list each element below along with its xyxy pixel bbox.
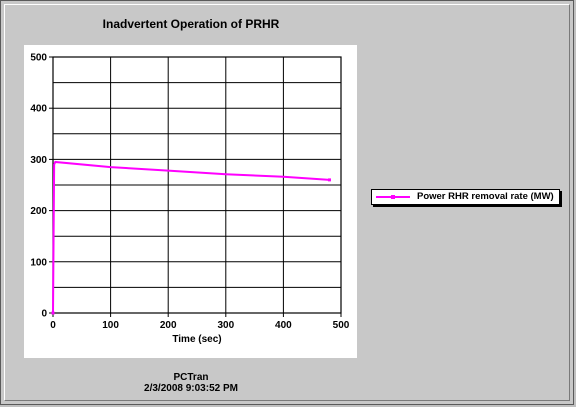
- x-tick-label: 300: [217, 320, 234, 331]
- chart-title: Inadvertent Operation of PRHR: [102, 17, 280, 31]
- legend-marker: [391, 195, 395, 199]
- x-tick-label: 0: [50, 320, 56, 331]
- data-point: [327, 178, 331, 182]
- y-tick-label: 400: [30, 104, 47, 115]
- plot-panel: 0 100 200 300 400 500 0 100 200 300 400 500 Time (se…: [24, 45, 357, 358]
- y-tick-label: 300: [30, 155, 47, 166]
- x-tick-label: 500: [333, 320, 350, 331]
- line-chart: 0 100 200 300 400 500 0 100 200 300 400 500 Time (se…: [30, 53, 350, 346]
- legend-label: Power RHR removal rate (MW): [417, 191, 554, 202]
- footer: PCTran 2/3/2008 9:03:52 PM: [101, 372, 281, 394]
- chart-frame: [4, 4, 570, 401]
- y-tick-label: 500: [30, 53, 47, 64]
- x-tick-label: 200: [160, 320, 177, 331]
- x-axis-label: Time (sec): [172, 334, 221, 345]
- x-tick-label: 100: [102, 320, 119, 331]
- x-tick-label: 400: [275, 320, 292, 331]
- data-point: [51, 311, 55, 315]
- y-tick-label: 0: [41, 309, 47, 320]
- y-tick-label: 100: [30, 257, 47, 268]
- legend: Power RHR removal rate (MW): [371, 189, 560, 205]
- series-line: [52, 160, 330, 314]
- footer-timestamp: 2/3/2008 9:03:52 PM: [144, 383, 238, 394]
- footer-app-name: PCTran: [173, 372, 209, 383]
- y-tick-label: 200: [30, 206, 47, 217]
